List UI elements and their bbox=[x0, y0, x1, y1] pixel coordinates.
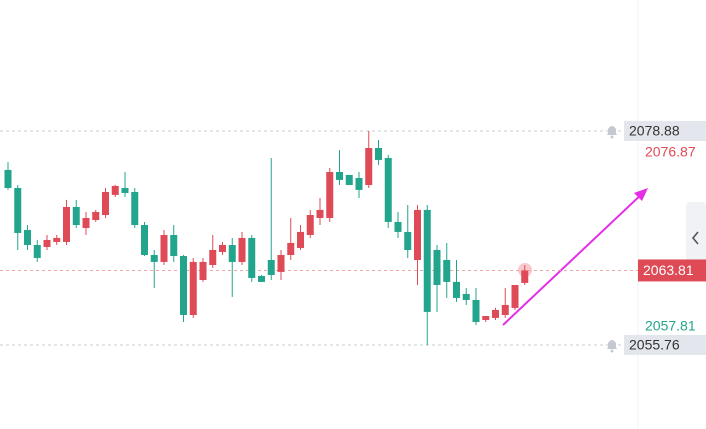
candle-body bbox=[433, 249, 441, 285]
candle-body bbox=[297, 231, 304, 248]
candle-body bbox=[258, 276, 265, 282]
candle-body bbox=[277, 254, 285, 272]
candle-body bbox=[492, 309, 499, 318]
candle-body bbox=[443, 259, 451, 282]
candle-body bbox=[472, 299, 480, 323]
candle-body bbox=[345, 174, 353, 186]
candle-body bbox=[180, 256, 187, 315]
candle-body bbox=[24, 230, 31, 245]
candle-body bbox=[462, 293, 470, 300]
candle-body bbox=[287, 242, 295, 255]
candle-body bbox=[189, 261, 197, 315]
candle-body bbox=[199, 261, 207, 280]
candle-body bbox=[209, 249, 217, 265]
trend-arrow bbox=[502, 190, 646, 326]
alert-bell-icon bbox=[607, 125, 617, 135]
candle-body bbox=[170, 235, 178, 257]
trend-arrow-head bbox=[634, 188, 648, 201]
current-price-label: 2063.81 bbox=[643, 262, 694, 278]
candle-body bbox=[4, 169, 12, 188]
candle-body bbox=[219, 244, 226, 252]
candle-body bbox=[501, 304, 509, 315]
alert-price-box bbox=[624, 120, 706, 141]
candle-body bbox=[511, 284, 519, 308]
candle-body bbox=[267, 259, 275, 275]
low-label: 2057.81 bbox=[645, 318, 696, 334]
candle-body bbox=[336, 171, 343, 180]
candle-body bbox=[14, 187, 22, 233]
candle-body bbox=[423, 209, 431, 312]
candle-body bbox=[375, 147, 382, 160]
candle-body bbox=[394, 221, 402, 232]
candle-body bbox=[384, 157, 392, 222]
candle-body bbox=[63, 206, 70, 242]
chevron-icon bbox=[691, 231, 699, 245]
candle-body bbox=[150, 254, 158, 262]
candle-body bbox=[326, 171, 334, 218]
candle-body bbox=[453, 281, 460, 298]
high-label: 2076.87 bbox=[645, 143, 696, 159]
candle-body bbox=[238, 237, 246, 262]
panel-toggle[interactable] bbox=[686, 202, 706, 276]
candle-body bbox=[414, 209, 421, 260]
current-price-box bbox=[638, 259, 706, 282]
candle-body bbox=[228, 244, 236, 262]
candle-body bbox=[82, 217, 90, 228]
candle-body bbox=[121, 187, 129, 193]
candle-body bbox=[33, 244, 41, 258]
candle-body bbox=[102, 191, 109, 216]
candle-body bbox=[131, 191, 139, 226]
candle-body bbox=[43, 239, 51, 247]
candle-body bbox=[521, 270, 529, 283]
candle-body bbox=[365, 147, 373, 186]
candle-body bbox=[53, 237, 61, 242]
candle-body bbox=[404, 231, 412, 250]
candle-body bbox=[92, 211, 100, 221]
candle-body bbox=[355, 177, 363, 190]
candle-body bbox=[482, 315, 490, 320]
alert-bell-icon bbox=[607, 339, 617, 349]
alert-bell-clapper bbox=[610, 349, 614, 353]
alert-price-label: 2055.76 bbox=[629, 337, 680, 353]
candle-body bbox=[248, 237, 256, 278]
alert-price-box bbox=[624, 334, 706, 355]
candle-body bbox=[316, 209, 324, 218]
candle-body bbox=[306, 215, 314, 236]
alert-bell-clapper bbox=[610, 135, 614, 139]
candle-body bbox=[111, 185, 119, 195]
alert-price-label: 2078.88 bbox=[629, 123, 680, 139]
candle-body bbox=[72, 206, 80, 226]
candle-body bbox=[160, 235, 168, 262]
candle-body bbox=[141, 225, 148, 255]
